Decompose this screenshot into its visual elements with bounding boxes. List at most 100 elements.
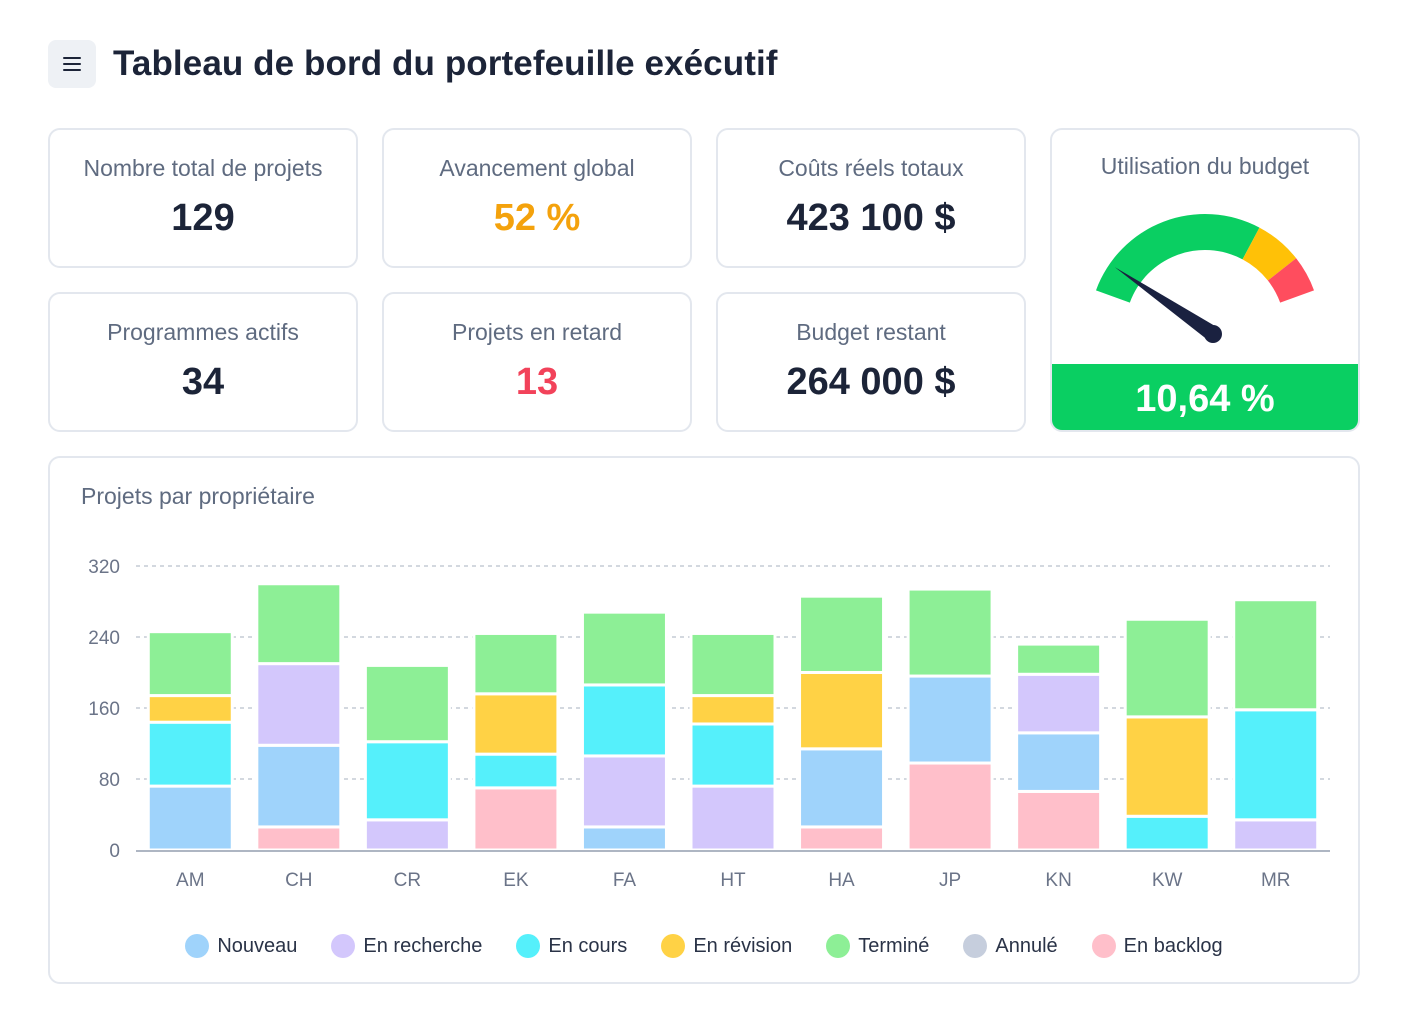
bar-segment[interactable] — [146, 784, 234, 852]
bar-segment[interactable] — [472, 752, 560, 790]
legend-item[interactable]: En cours — [516, 934, 627, 958]
bar-segment[interactable] — [798, 747, 886, 829]
bar-segment[interactable] — [689, 722, 777, 788]
x-tick-label: FA — [613, 870, 637, 891]
gauge-needle — [1114, 267, 1218, 341]
bar-segment[interactable] — [580, 754, 668, 829]
bar-segment[interactable] — [146, 720, 234, 788]
x-tick-label: KN — [1045, 870, 1071, 891]
kpi-value: 13 — [515, 361, 559, 403]
y-tick-label: 0 — [109, 841, 120, 862]
kpi-value: 423 100 $ — [786, 197, 956, 239]
legend-item[interactable]: Annulé — [963, 934, 1058, 958]
x-tick-label: MR — [1261, 870, 1291, 891]
bar-segment[interactable] — [906, 587, 994, 678]
x-tick-label: KW — [1152, 870, 1183, 891]
legend-label: En recherche — [363, 935, 483, 957]
bar-segment[interactable] — [580, 610, 668, 687]
bar-segment[interactable] — [363, 663, 451, 744]
legend-swatch — [516, 934, 541, 958]
bar-segment[interactable] — [906, 674, 994, 765]
kpi-label: Nombre total de projets — [83, 155, 323, 181]
budget-gauge-card: Utilisation du budget 10,64 % — [1050, 128, 1360, 432]
bar-segment[interactable] — [1015, 642, 1103, 676]
bar-segment[interactable] — [472, 631, 560, 696]
bar-segment[interactable] — [363, 740, 451, 822]
gauge-zone-red — [1267, 258, 1315, 303]
legend-label: Nouveau — [217, 935, 298, 957]
gauge-zone-green — [1095, 214, 1260, 303]
x-tick-label: EK — [503, 870, 529, 891]
legend-item[interactable]: En révision — [661, 934, 792, 958]
bar-segment[interactable] — [1232, 598, 1320, 712]
y-tick-label: 320 — [88, 557, 120, 578]
bar-segment[interactable] — [689, 631, 777, 698]
bar-segment[interactable] — [255, 743, 343, 829]
kpi-active-programs: Programmes actifs 34 — [48, 292, 358, 432]
kpi-label: Projets en retard — [451, 319, 623, 345]
bar-segment[interactable] — [1123, 814, 1211, 852]
kpi-remaining-budget: Budget restant 264 000 $ — [716, 292, 1026, 432]
kpi-value: 52 % — [493, 197, 581, 239]
kpi-late-projects: Projets en retard 13 — [382, 292, 692, 432]
bar-segment[interactable] — [363, 818, 451, 852]
bar-segment[interactable] — [472, 786, 560, 852]
bar-segment[interactable] — [580, 683, 668, 758]
bar-segment[interactable] — [798, 594, 886, 674]
bar-segment[interactable] — [1232, 708, 1320, 822]
legend-item[interactable]: Nouveau — [185, 934, 297, 958]
menu-button[interactable] — [48, 40, 96, 88]
bar-segment[interactable] — [1015, 731, 1103, 793]
legend-item[interactable]: En recherche — [331, 934, 482, 958]
legend-item[interactable]: Terminé — [826, 934, 929, 958]
legend-item[interactable]: En backlog — [1091, 934, 1223, 958]
bar-segment[interactable] — [1123, 715, 1211, 818]
bar-segment[interactable] — [798, 825, 886, 852]
gauge-title: Utilisation du budget — [1100, 153, 1310, 179]
legend-label: Annulé — [995, 935, 1058, 957]
bar-segment[interactable] — [1232, 818, 1320, 852]
kpi-total-projects: Nombre total de projets 129 — [48, 128, 358, 268]
legend-label: En backlog — [1123, 935, 1223, 957]
kpi-actual-costs: Coûts réels totaux 423 100 $ — [716, 128, 1026, 268]
legend-swatch — [963, 934, 988, 958]
chart-legend: Nouveau En recherche En cours En révision Te… — [50, 932, 1358, 960]
bar-segment[interactable] — [255, 825, 343, 852]
legend-label: En révision — [693, 935, 793, 957]
y-tick-label: 80 — [99, 770, 120, 791]
bar-segment[interactable] — [1015, 672, 1103, 735]
kpi-label: Coûts réels totaux — [778, 155, 964, 181]
budget-gauge — [1095, 214, 1315, 343]
gauge-needle-pivot — [1204, 325, 1222, 343]
legend-swatch — [331, 934, 356, 958]
bar-segment[interactable] — [146, 694, 234, 724]
bar-segment[interactable] — [255, 662, 343, 747]
y-tick-label: 160 — [88, 699, 120, 720]
bar-segment[interactable] — [1015, 789, 1103, 852]
legend-label: Terminé — [858, 935, 930, 957]
bar-segment[interactable] — [146, 630, 234, 698]
bar-segment[interactable] — [472, 692, 560, 756]
bar-segment[interactable] — [689, 784, 777, 852]
legend-swatch — [185, 934, 210, 958]
bar-segment[interactable] — [689, 694, 777, 726]
kpi-label: Budget restant — [796, 319, 946, 345]
bar-segment[interactable] — [906, 761, 994, 852]
bar-segment[interactable] — [798, 671, 886, 751]
kpi-value: 129 — [171, 197, 235, 239]
x-tick-label: AM — [176, 870, 205, 891]
x-tick-label: CH — [285, 870, 312, 891]
bar-segment[interactable] — [580, 825, 668, 852]
legend-swatch — [661, 934, 686, 958]
chart-title: Projets par propriétaire — [81, 483, 315, 509]
hamburger-menu-icon — [63, 57, 81, 71]
bar-segment[interactable] — [255, 582, 343, 666]
projects-by-owner-chart: Projets par propriétaire 0 80 160 240 320 AM C… — [48, 456, 1360, 984]
x-tick-label: JP — [939, 870, 961, 891]
gauge-value: 10,64 % — [1052, 364, 1358, 430]
gauge-zone-amber — [1242, 227, 1297, 281]
kpi-label: Programmes actifs — [107, 319, 299, 345]
kpi-label: Avancement global — [439, 155, 635, 181]
kpi-global-progress: Avancement global 52 % — [382, 128, 692, 268]
bar-segment[interactable] — [1123, 617, 1211, 719]
